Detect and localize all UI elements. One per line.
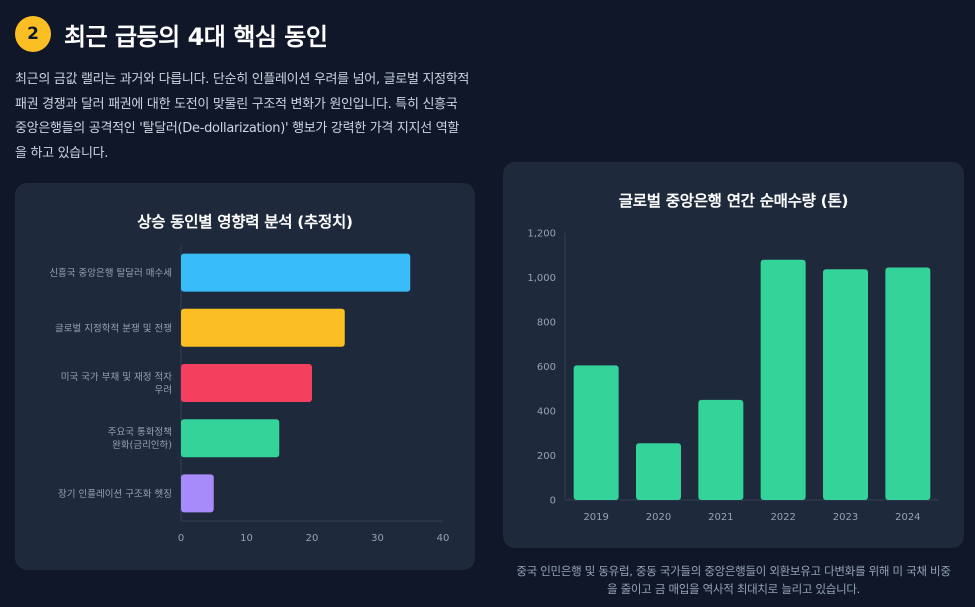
category-label: 우려 <box>155 384 172 396</box>
bar-2022 <box>760 259 806 500</box>
category-label: 미국 국가 부채 및 재정 적자 <box>61 371 172 383</box>
section-header: 2 최근 급등의 4대 핵심 동인 <box>15 16 328 52</box>
category-label: 주요국 통화정책 <box>108 427 172 438</box>
category-label: 글로벌 지정학적 분쟁 및 전쟁 <box>55 322 172 334</box>
bar-1 <box>181 308 345 347</box>
purchases-chart-card: 글로벌 중앙은행 연간 순매수량 (톤) 0 200 400 600 800 1,000 1… <box>503 162 964 548</box>
y-tick-label: 0 <box>550 496 556 507</box>
x-tick-label: 2019 <box>583 512 608 523</box>
x-tick-label: 2023 <box>833 512 858 523</box>
y-tick-label: 1,200 <box>527 229 556 240</box>
bar-2019 <box>573 365 619 500</box>
bar-2024 <box>885 267 931 500</box>
x-tick-label: 20 <box>306 533 319 544</box>
y-tick-label: 400 <box>537 407 556 418</box>
y-tick-label: 600 <box>537 362 556 373</box>
bar-3 <box>181 419 280 458</box>
drivers-chart-title: 상승 동인별 영향력 분석 (추정치) <box>137 213 353 231</box>
bar-2021 <box>698 399 744 500</box>
chart-caption: 중국 인민은행 및 동유럽, 중동 국가들의 중앙은행들이 외환보유고 다변화를… <box>516 564 951 596</box>
purchases-bar-chart: 0 200 400 600 800 1,000 1,200 2019 2020 2021 2022 2… <box>527 229 939 523</box>
x-tick-label: 2020 <box>646 512 671 523</box>
bar-2020 <box>636 443 681 500</box>
y-tick-label: 1,000 <box>527 273 556 284</box>
x-tick-label: 40 <box>437 533 450 544</box>
y-tick-label: 800 <box>537 318 556 329</box>
x-tick-label: 2022 <box>770 512 795 523</box>
category-label: 신흥국 중앙은행 탈달러 매수세 <box>49 267 172 279</box>
x-tick-label: 2024 <box>895 512 920 523</box>
x-tick-label: 0 <box>178 533 184 544</box>
x-tick-label: 10 <box>240 533 253 544</box>
intro-paragraph: 최근의 금값 랠리는 과거와 다릅니다. 단순히 인플레이션 우려를 넘어, 글… <box>15 72 470 161</box>
category-label: 완화(금리인하) <box>112 439 172 451</box>
section-title: 최근 급등의 4대 핵심 동인 <box>64 22 328 51</box>
category-label: 장기 인플레이션 구조화 헷징 <box>58 488 172 500</box>
bar-2 <box>181 364 312 402</box>
bar-4 <box>181 474 214 513</box>
bar-0 <box>181 253 411 292</box>
section-number-badge: 2 <box>15 16 51 52</box>
bar-2023 <box>823 269 868 500</box>
y-tick-label: 200 <box>537 451 556 462</box>
x-tick-label: 30 <box>371 533 384 544</box>
purchases-chart-title: 글로벌 중앙은행 연간 순매수량 (톤) <box>618 192 849 210</box>
x-tick-label: 2021 <box>708 512 733 523</box>
